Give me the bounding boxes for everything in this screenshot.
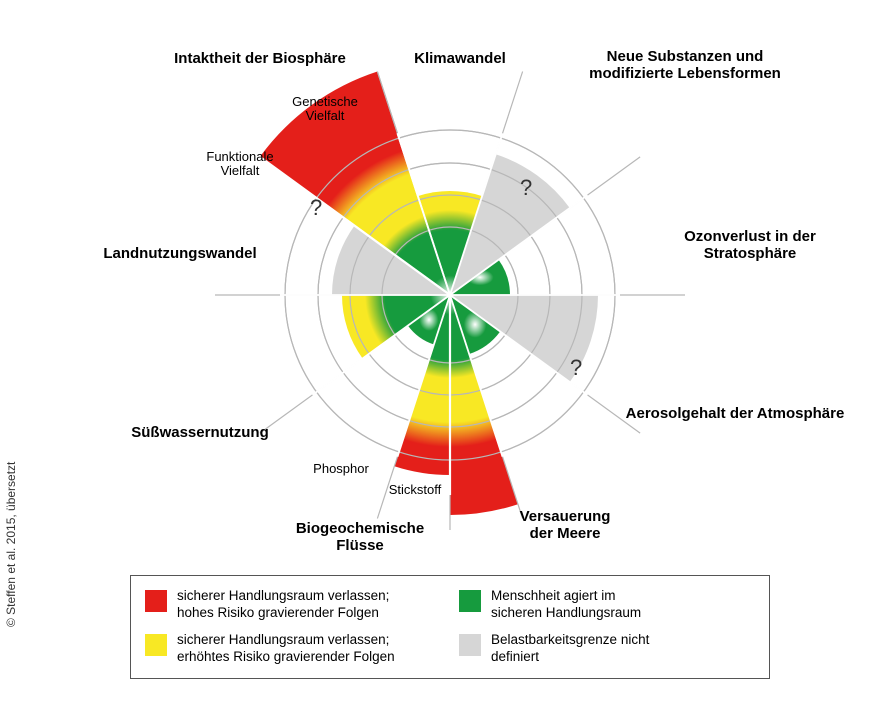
sublabel-genetische: GenetischeVielfalt — [270, 95, 380, 124]
label-landnutzung: Landnutzungswandel — [80, 245, 280, 262]
label-biogeochem: BiogeochemischeFlüsse — [260, 520, 460, 555]
label-aerosol: Aerosolgehalt der Atmosphäre — [600, 405, 870, 422]
qm-neue: ? — [520, 175, 532, 201]
label-neue_substanzen: Neue Substanzen undmodifizierte Lebensfo… — [560, 48, 810, 83]
credit-text: © Steffen et al. 2015, übersetzt — [4, 462, 18, 627]
legend-text: Belastbarkeitsgrenze nichtdefiniert — [491, 632, 649, 666]
legend-box: sicherer Handlungsraum verlassen;hohes R… — [130, 575, 770, 679]
sublabel-stickstoff: Stickstoff — [370, 483, 460, 497]
label-suesswasser: Süßwassernutzung — [100, 424, 300, 441]
label-klimawandel: Klimawandel — [400, 50, 520, 67]
sublabel-phosphor: Phosphor — [296, 462, 386, 476]
qm-funktionale: ? — [310, 195, 322, 221]
sublabel-funktionale: FunktionaleVielfalt — [185, 150, 295, 179]
planetary-boundaries-chart: Klimawandel Neue Substanzen undmodifizier… — [0, 0, 893, 580]
legend-item-0: sicherer Handlungsraum verlassen;hohes R… — [145, 588, 441, 622]
legend-swatch — [145, 590, 167, 612]
qm-aerosol: ? — [570, 355, 582, 381]
legend-text: sicherer Handlungsraum verlassen;hohes R… — [177, 588, 389, 622]
legend-item-2: sicherer Handlungsraum verlassen;erhöhte… — [145, 632, 441, 666]
legend-item-1: Menschheit agiert imsicheren Handlungsra… — [459, 588, 755, 622]
legend-swatch — [459, 634, 481, 656]
legend-swatch — [459, 590, 481, 612]
label-biosphaere: Intaktheit der Biosphäre — [140, 50, 380, 67]
legend-item-3: Belastbarkeitsgrenze nichtdefiniert — [459, 632, 755, 666]
label-ozon: Ozonverlust in derStratosphäre — [650, 228, 850, 263]
legend-swatch — [145, 634, 167, 656]
legend-text: Menschheit agiert imsicheren Handlungsra… — [491, 588, 641, 622]
legend-text: sicherer Handlungsraum verlassen;erhöhte… — [177, 632, 395, 666]
label-versauerung: Versauerungder Meere — [490, 508, 640, 543]
